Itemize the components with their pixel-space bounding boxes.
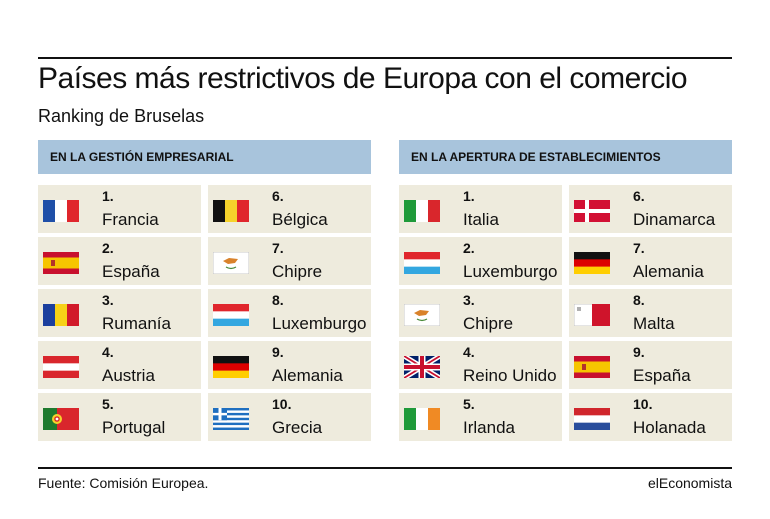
rank-number: 4. — [102, 344, 114, 360]
bottom-rule — [38, 467, 732, 469]
cyprus-flag-icon — [213, 252, 249, 274]
denmark-flag-icon — [574, 200, 610, 222]
uk-flag-icon — [404, 356, 440, 378]
malta-flag-icon — [574, 304, 610, 326]
rank-number: 5. — [102, 396, 114, 412]
ranking-cell: 7. Chipre — [208, 237, 371, 285]
spain-flag-icon — [43, 252, 79, 274]
rank-number: 2. — [463, 240, 475, 256]
rank-number: 2. — [102, 240, 114, 256]
ranking-cell: 8. Luxemburgo — [208, 289, 371, 337]
ranking-cell: 7. Alemania — [569, 237, 732, 285]
ranking-cell: 4. Austria — [38, 341, 201, 389]
ranking-cell: 1. Francia — [38, 185, 201, 233]
country-name: Luxemburgo — [463, 262, 558, 281]
rank-number: 9. — [272, 344, 284, 360]
brand-logo: elEconomista — [647, 475, 732, 491]
rank-number: 8. — [633, 292, 645, 308]
country-name: Alemania — [272, 366, 343, 385]
ranking-cell: 3. Chipre — [399, 289, 562, 337]
country-name: Dinamarca — [633, 210, 716, 229]
ranking-cell: 6. Dinamarca — [569, 185, 732, 233]
country-name: Holanada — [633, 418, 706, 437]
chart-subtitle: Ranking de Bruselas — [38, 106, 205, 126]
section-header-apertura: EN LA APERTURA DE ESTABLECIMIENTOS — [399, 140, 732, 174]
source-note: Fuente: Comisión Europea. — [38, 475, 209, 491]
country-name: España — [102, 262, 160, 281]
ranking-cell: 6. Bélgica — [208, 185, 371, 233]
netherlands-flag-icon — [574, 408, 610, 430]
country-name: Alemania — [633, 262, 704, 281]
spain-flag-icon — [574, 356, 610, 378]
ireland-flag-icon — [404, 408, 440, 430]
italy-flag-icon — [404, 200, 440, 222]
ranking-cell: 10. Holanada — [569, 393, 732, 441]
ranking-cell: 5. Portugal — [38, 393, 201, 441]
ranking-cell: 3. Rumanía — [38, 289, 201, 337]
luxembourg-flag-icon — [213, 304, 249, 326]
country-name: Grecia — [272, 418, 323, 437]
country-name: Bélgica — [272, 210, 328, 229]
country-name: Luxemburgo — [272, 314, 367, 333]
ranking-cell: 2. España — [38, 237, 201, 285]
ranking-cell: 9. Alemania — [208, 341, 371, 389]
rank-number: 9. — [633, 344, 645, 360]
country-name: Malta — [633, 314, 675, 333]
country-name: Reino Unido — [463, 366, 557, 385]
top-rule — [38, 57, 732, 59]
germany-flag-icon — [213, 356, 249, 378]
ranking-cell: 5. Irlanda — [399, 393, 562, 441]
country-name: Rumanía — [102, 314, 171, 333]
romania-flag-icon — [43, 304, 79, 326]
germany-flag-icon — [574, 252, 610, 274]
country-name: Francia — [102, 210, 159, 229]
portugal-flag-icon — [43, 408, 79, 430]
country-name: Austria — [102, 366, 155, 385]
ranking-cell: 2. Luxemburgo — [399, 237, 562, 285]
rank-number: 10. — [633, 396, 653, 412]
ranking-cell: 9. España — [569, 341, 732, 389]
ranking-cell: 4. Reino Unido — [399, 341, 562, 389]
ranking-cell: 10. Grecia — [208, 393, 371, 441]
rank-number: 5. — [463, 396, 475, 412]
rank-number: 3. — [102, 292, 114, 308]
belgium-flag-icon — [213, 200, 249, 222]
greece-flag-icon — [213, 408, 249, 430]
country-name: Portugal — [102, 418, 166, 437]
rank-number: 4. — [463, 344, 475, 360]
country-name: Chipre — [463, 314, 514, 333]
country-name: Italia — [463, 210, 499, 229]
rank-number: 8. — [272, 292, 284, 308]
country-name: Irlanda — [463, 418, 515, 437]
rank-number: 6. — [633, 188, 645, 204]
rank-number: 1. — [102, 188, 114, 204]
rank-number: 3. — [463, 292, 475, 308]
ranking-cell: 8. Malta — [569, 289, 732, 337]
rank-number: 1. — [463, 188, 475, 204]
section-header-gestion: EN LA GESTIÓN EMPRESARIAL — [38, 140, 371, 174]
chart-title: Países más restrictivos de Europa con el… — [38, 62, 688, 95]
rank-number: 6. — [272, 188, 284, 204]
rank-number: 7. — [272, 240, 284, 256]
rank-number: 10. — [272, 396, 292, 412]
luxembourg-flag-icon — [404, 252, 440, 274]
cyprus-flag-icon — [404, 304, 440, 326]
rank-number: 7. — [633, 240, 645, 256]
ranking-cell: 1. Italia — [399, 185, 562, 233]
austria-flag-icon — [43, 356, 79, 378]
france-flag-icon — [43, 200, 79, 222]
country-name: España — [633, 366, 691, 385]
country-name: Chipre — [272, 262, 323, 281]
